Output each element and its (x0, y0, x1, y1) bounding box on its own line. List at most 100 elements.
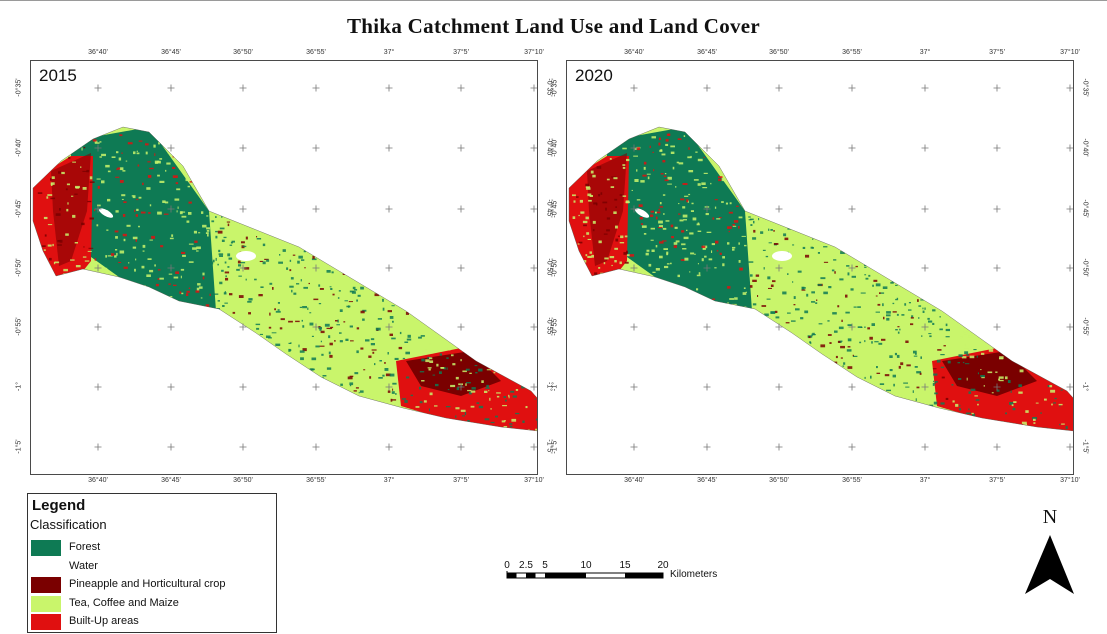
legend-label-forest: Forest (69, 541, 101, 553)
graticule-cross (385, 264, 393, 272)
graticule-cross (630, 443, 638, 451)
latitude-tick-label: -1°5' (551, 439, 559, 454)
map-panel-2020: 2020 36°40' 36°40' 36°45' 36°45' 36°50' 36°50… (552, 49, 1089, 484)
longitude-tick-label: 36°55' (842, 477, 862, 484)
graticule-cross (630, 144, 638, 152)
graticule-cross (457, 323, 465, 331)
graticule-cross (921, 323, 929, 331)
graticule-cross (385, 205, 393, 213)
longitude-tick-label: 37°5' (453, 477, 469, 484)
graticule-cross (530, 383, 537, 391)
longitude-tick-label: 37° (383, 477, 395, 484)
top-border-line (0, 0, 1107, 1)
graticule-cross (167, 323, 175, 331)
graticule-cross (167, 264, 175, 272)
graticule-cross (530, 443, 537, 451)
scale-unit: Kilometers (670, 569, 718, 580)
longitude-tick-label: 36°45' (697, 49, 717, 56)
graticule-cross (94, 323, 102, 331)
graticule-cross (94, 144, 102, 152)
graticule-cross (775, 205, 783, 213)
latitude-tick-label: -0°55' (15, 317, 23, 336)
north-arrow: N (1020, 506, 1080, 601)
pineapple-zone (942, 351, 1037, 396)
legend-box: Legend Classification Forest Water Pinea… (27, 493, 277, 633)
graticule-cross (775, 323, 783, 331)
latitude-tick-label: -1° (15, 381, 23, 392)
forest-zone (607, 127, 752, 311)
latitude-tick-label: -0°40' (15, 138, 23, 157)
water-body (634, 208, 650, 218)
graticule-cross (1066, 84, 1073, 92)
graticule-cross (94, 205, 102, 213)
scale-tick-label: 15 (619, 560, 631, 571)
graticule-cross (921, 84, 929, 92)
catchment-outline (32, 126, 537, 432)
graticule-cross (993, 323, 1001, 331)
longitude-tick-label: 37°5' (989, 49, 1005, 56)
graticule-cross (848, 443, 856, 451)
latitude-tick-label: -0°55' (551, 317, 559, 336)
graticule-cross (167, 383, 175, 391)
legend-item-forest: Forest (31, 540, 275, 556)
graticule-cross (848, 205, 856, 213)
graticule-cross (530, 84, 537, 92)
graticule-cross (167, 84, 175, 92)
graticule-cross (239, 264, 247, 272)
graticule-cross (530, 323, 537, 331)
water-swatch (31, 559, 61, 575)
longitude-tick-label: 36°45' (697, 477, 717, 484)
water-body (236, 251, 256, 261)
longitude-tick-label: 36°40' (88, 477, 108, 484)
legend-item-tea: Tea, Coffee and Maize (31, 596, 275, 612)
graticule-cross (703, 323, 711, 331)
graticule-cross (530, 264, 537, 272)
longitude-tick-label: 36°50' (769, 477, 789, 484)
map-title: Thika Catchment Land Use and Land Cover (346, 14, 761, 38)
forest-swatch (31, 540, 61, 556)
graticule-cross (993, 264, 1001, 272)
legend-item-builtup: Built-Up areas (31, 614, 275, 630)
water-body (772, 251, 792, 261)
graticule-cross (167, 144, 175, 152)
builtup-swatch (31, 614, 61, 630)
graticule-cross (630, 205, 638, 213)
graticule-cross (775, 264, 783, 272)
graticule-cross (993, 84, 1001, 92)
graticule-cross (457, 443, 465, 451)
longitude-tick-label: 37°5' (989, 477, 1005, 484)
legend-label-builtup: Built-Up areas (69, 615, 139, 627)
scale-tick-label: 2.5 (519, 560, 533, 571)
graticule-cross (848, 144, 856, 152)
forest-zone (71, 127, 216, 311)
longitude-tick-label: 36°40' (88, 49, 108, 56)
graticule-cross (993, 383, 1001, 391)
catchment-outline (568, 126, 1073, 432)
graticule-cross (630, 323, 638, 331)
graticule-cross (239, 323, 247, 331)
water-body (98, 208, 114, 218)
tea-swatch (31, 596, 61, 612)
longitude-tick-label: 36°50' (233, 477, 253, 484)
latitude-tick-label: -0°40' (551, 138, 559, 157)
longitude-tick-label: 37°5' (453, 49, 469, 56)
graticule-cross (457, 84, 465, 92)
latitude-tick-label: -0°40' (1081, 138, 1089, 157)
graticule-cross (312, 323, 320, 331)
graticule-cross (239, 144, 247, 152)
graticule-cross (312, 144, 320, 152)
graticule-cross (94, 84, 102, 92)
scale-tick-label: 0 (504, 560, 510, 571)
graticule-cross (385, 323, 393, 331)
graticule-cross (312, 84, 320, 92)
longitude-tick-label: 36°55' (306, 49, 326, 56)
graticule-cross (703, 84, 711, 92)
graticule-cross (457, 205, 465, 213)
latitude-tick-label: -0°35' (1081, 78, 1089, 97)
latitude-tick-label: -1°5' (1081, 439, 1089, 454)
scale-bar: 0 2.5 5 10 15 20 Kilometers (500, 560, 740, 586)
graticule-cross (94, 443, 102, 451)
graticule-cross (312, 383, 320, 391)
graticule-cross (630, 84, 638, 92)
graticule-cross (993, 443, 1001, 451)
